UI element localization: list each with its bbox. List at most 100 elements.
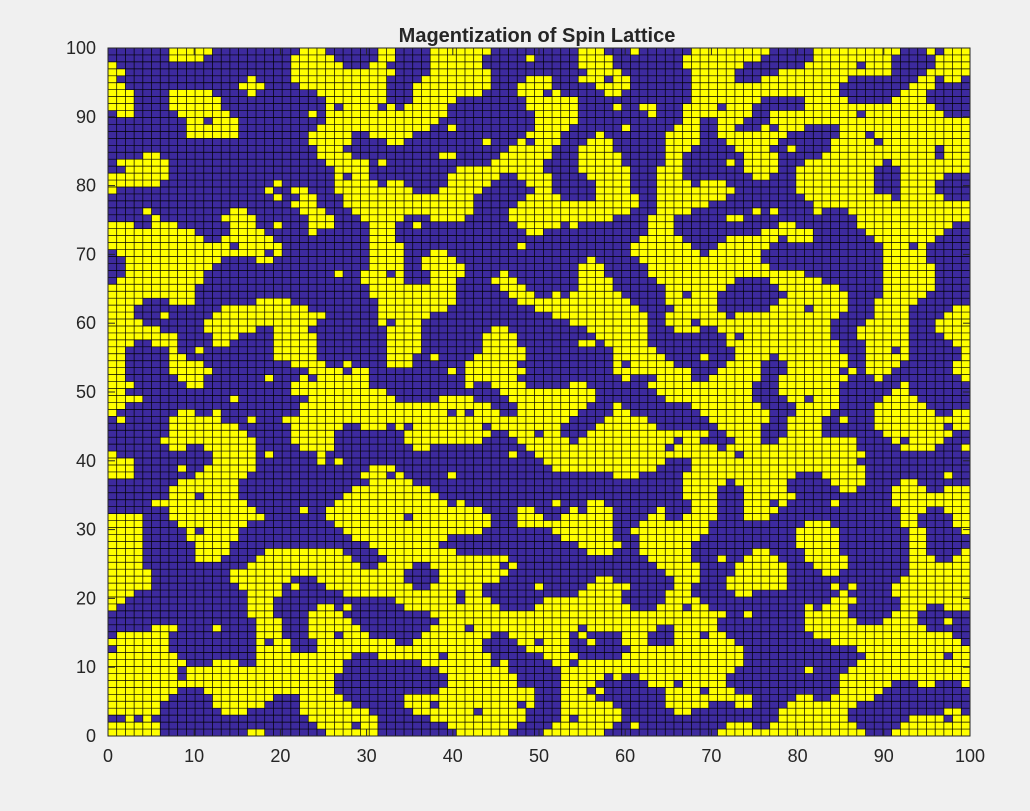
spin-up-cell [325, 388, 335, 396]
spin-down-cell [247, 430, 257, 438]
spin-down-cell [795, 520, 805, 528]
spin-up-cell [482, 603, 492, 611]
spin-up-cell [221, 423, 230, 431]
spin-up-cell [778, 444, 788, 452]
spin-up-cell [708, 444, 718, 452]
spin-down-cell [534, 527, 544, 535]
spin-down-cell [343, 534, 352, 542]
spin-down-cell [525, 652, 535, 660]
spin-up-cell [430, 652, 439, 660]
spin-down-cell [761, 624, 770, 632]
spin-down-cell [351, 451, 361, 459]
spin-up-cell [325, 395, 335, 403]
spin-down-cell [473, 464, 483, 472]
spin-up-cell [900, 638, 910, 646]
spin-up-cell [778, 576, 788, 584]
spin-up-cell [247, 444, 257, 452]
spin-up-cell [116, 597, 126, 605]
spin-up-cell [386, 569, 396, 577]
spin-up-cell [116, 548, 126, 556]
spin-down-cell [865, 478, 875, 486]
spin-down-cell [787, 506, 796, 514]
spin-up-cell [404, 562, 413, 570]
spin-down-cell [247, 541, 257, 549]
spin-up-cell [264, 680, 274, 688]
spin-up-cell [952, 715, 962, 723]
spin-up-cell [682, 555, 692, 563]
spin-up-cell [212, 451, 222, 459]
spin-up-cell [874, 409, 883, 417]
spin-down-cell [621, 708, 631, 716]
spin-up-cell [830, 402, 840, 410]
spin-up-cell [621, 458, 631, 466]
spin-up-cell [656, 506, 666, 514]
spin-down-cell [177, 562, 187, 570]
spin-up-cell [804, 430, 814, 438]
spin-up-cell [151, 708, 161, 716]
spin-up-cell [464, 708, 474, 716]
spin-down-cell [865, 583, 875, 591]
spin-down-cell [935, 548, 944, 556]
spin-up-cell [404, 590, 413, 598]
spin-down-cell [787, 541, 796, 549]
spin-up-cell [917, 729, 927, 737]
spin-up-cell [909, 478, 918, 486]
spin-down-cell [456, 388, 466, 396]
spin-up-cell [734, 416, 744, 424]
spin-up-cell [621, 638, 631, 646]
spin-down-cell [752, 666, 762, 674]
spin-up-cell [221, 701, 230, 709]
spin-up-cell [769, 555, 779, 563]
spin-up-cell [656, 534, 666, 542]
spin-down-cell [299, 638, 309, 646]
spin-up-cell [743, 492, 753, 500]
spin-down-cell [525, 729, 535, 737]
spin-down-cell [160, 485, 169, 493]
spin-down-cell [186, 729, 196, 737]
spin-up-cell [343, 562, 352, 570]
spin-down-cell [604, 485, 614, 493]
spin-up-cell [926, 416, 936, 424]
spin-up-cell [891, 652, 901, 660]
spin-down-cell [134, 478, 143, 486]
spin-down-cell [456, 492, 466, 500]
spin-down-cell [290, 576, 300, 584]
spin-down-cell [830, 423, 840, 431]
spin-down-cell [656, 701, 666, 709]
spin-up-cell [151, 631, 161, 639]
spin-down-cell [604, 388, 614, 396]
spin-down-cell [647, 388, 657, 396]
spin-up-cell [308, 610, 318, 618]
spin-up-cell [830, 527, 840, 535]
spin-down-cell [508, 471, 518, 479]
spin-up-cell [282, 666, 291, 674]
spin-up-cell [299, 666, 309, 674]
spin-down-cell [247, 652, 257, 660]
spin-up-cell [595, 666, 605, 674]
spin-down-cell [700, 576, 709, 584]
spin-up-cell [430, 513, 439, 521]
spin-down-cell [151, 541, 161, 549]
spin-up-cell [499, 687, 509, 695]
spin-down-cell [813, 492, 823, 500]
spin-up-cell [673, 597, 683, 605]
spin-down-cell [404, 666, 413, 674]
spin-up-cell [726, 444, 735, 452]
spin-down-cell [552, 708, 561, 716]
spin-up-cell [334, 458, 344, 466]
spin-down-cell [778, 701, 788, 709]
spin-up-cell [386, 548, 396, 556]
spin-up-cell [778, 485, 788, 493]
spin-up-cell [882, 409, 892, 417]
spin-up-cell [900, 659, 910, 667]
spin-down-cell [525, 562, 535, 570]
spin-down-cell [377, 715, 387, 723]
spin-down-cell [456, 590, 466, 598]
spin-down-cell [491, 458, 500, 466]
spin-up-cell [682, 520, 692, 528]
spin-up-cell [586, 541, 596, 549]
spin-down-cell [917, 388, 927, 396]
spin-up-cell [221, 548, 230, 556]
spin-up-cell [865, 659, 875, 667]
spin-up-cell [238, 569, 248, 577]
